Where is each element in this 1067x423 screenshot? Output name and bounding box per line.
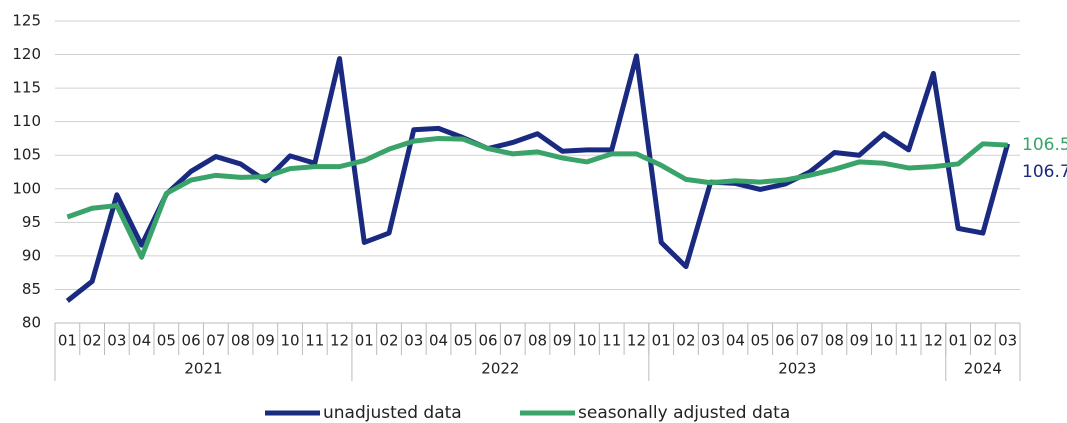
x-tick-label: 08: [825, 332, 844, 350]
y-tick-label: 110: [12, 112, 41, 130]
y-tick-label: 80: [22, 314, 41, 332]
x-tick-label: 04: [132, 332, 151, 350]
series-line: [66, 135, 1008, 260]
x-tick-label: 10: [281, 332, 300, 350]
x-tick-label: 11: [899, 332, 918, 350]
x-tick-label: 09: [850, 332, 869, 350]
x-tick-label: 09: [256, 332, 275, 350]
x-group-label: 2023: [778, 360, 816, 378]
x-tick-label: 10: [577, 332, 596, 350]
x-tick-label: 05: [454, 332, 473, 350]
y-tick-label: 85: [22, 280, 41, 298]
x-tick-label: 02: [973, 332, 992, 350]
x-tick-label: 11: [305, 332, 324, 350]
x-tick-label: 01: [652, 332, 671, 350]
x-tick-label: 03: [998, 332, 1017, 350]
x-tick-label: 06: [775, 332, 794, 350]
x-tick-label: 02: [676, 332, 695, 350]
x-tick-label: 03: [701, 332, 720, 350]
x-tick-label: 01: [949, 332, 968, 350]
x-tick-label: 08: [231, 332, 250, 350]
x-tick-label: 05: [157, 332, 176, 350]
x-group-label: 2024: [964, 360, 1002, 378]
legend-label: seasonally adjusted data: [578, 403, 790, 423]
x-tick-label: 03: [404, 332, 423, 350]
x-tick-label: 07: [206, 332, 225, 350]
y-tick-label: 90: [22, 246, 41, 264]
x-tick-label: 02: [379, 332, 398, 350]
y-tick-label: 115: [12, 79, 41, 97]
x-tick-label: 01: [58, 332, 77, 350]
x-tick-label: 07: [800, 332, 819, 350]
x-tick-label: 07: [503, 332, 522, 350]
y-tick-label: 125: [12, 12, 41, 30]
x-group-label: 2021: [184, 360, 222, 378]
y-tick-label: 100: [12, 179, 41, 197]
y-tick-label: 105: [12, 146, 41, 164]
legend-label: unadjusted data: [323, 403, 462, 423]
x-tick-label: 11: [602, 332, 621, 350]
x-tick-label: 02: [83, 332, 102, 350]
end-label: 106.7: [1022, 162, 1067, 182]
x-tick-label: 06: [478, 332, 497, 350]
x-tick-label: 01: [355, 332, 374, 350]
series-line: [65, 53, 1011, 303]
x-tick-label: 10: [874, 332, 893, 350]
x-group-label: 2022: [481, 360, 519, 378]
x-tick-label: 08: [528, 332, 547, 350]
x-tick-label: 09: [553, 332, 572, 350]
x-tick-label: 06: [182, 332, 201, 350]
y-tick-label: 120: [12, 45, 41, 63]
x-tick-label: 12: [627, 332, 646, 350]
x-tick-label: 04: [726, 332, 745, 350]
x-tick-label: 04: [429, 332, 448, 350]
x-tick-label: 12: [330, 332, 349, 350]
x-tick-label: 12: [924, 332, 943, 350]
y-tick-label: 95: [22, 213, 41, 231]
x-tick-label: 03: [107, 332, 126, 350]
x-tick-label: 05: [751, 332, 770, 350]
end-label: 106.5: [1022, 135, 1067, 155]
